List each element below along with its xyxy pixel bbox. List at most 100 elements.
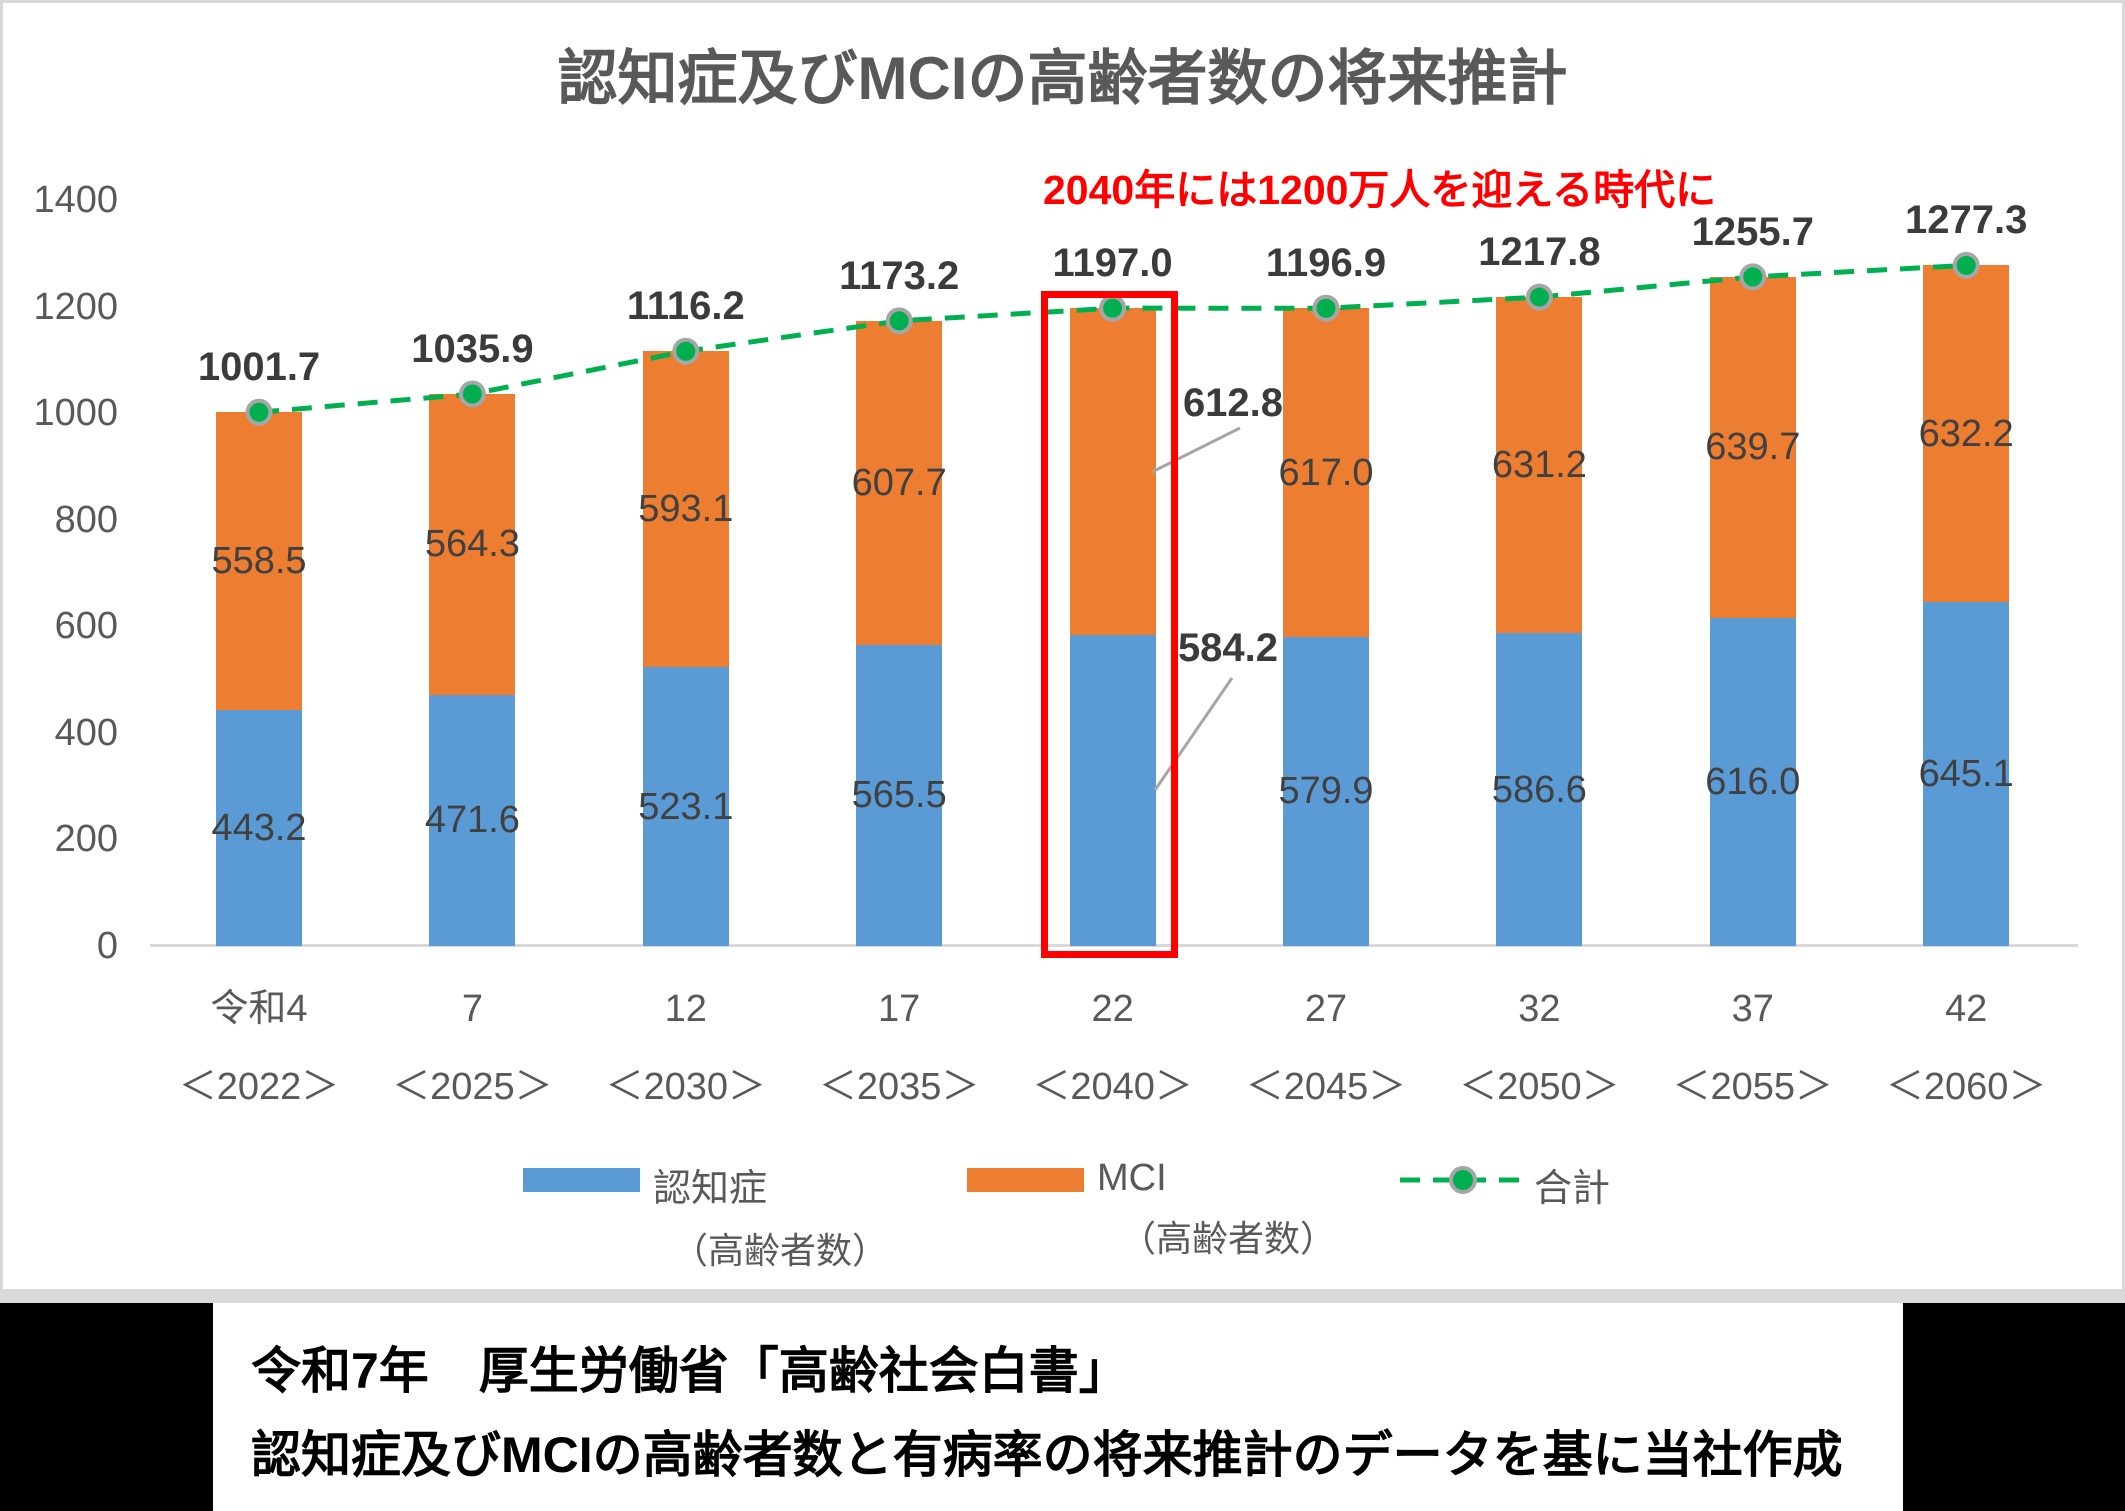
total-value-label: 1001.7: [197, 345, 321, 390]
bar-value-label-dementia: 471.6: [424, 799, 520, 842]
footer-source-line: 令和7年 厚生労働省「高齢社会白書」: [251, 1343, 1129, 1399]
callout-value-label: 612.8: [1182, 381, 1284, 425]
y-axis-tick-label: 1000: [33, 392, 118, 435]
total-value-label: 1277.3: [1905, 198, 2028, 243]
x-axis-era-label: 37: [1731, 988, 1774, 1030]
y-axis-tick-label: 0: [96, 925, 118, 967]
total-marker: [672, 337, 700, 365]
bar-value-label-dementia: 616.0: [1705, 760, 1801, 803]
callout-leader-line: [1151, 426, 1241, 474]
bar-value-label-dementia: 645.1: [1918, 753, 2014, 796]
total-value-label: 1217.8: [1478, 230, 1601, 275]
legend-label-dementia: 認知症: [653, 1168, 768, 1210]
total-marker: [885, 307, 913, 335]
total-value-label: 1116.2: [626, 284, 745, 329]
chart-annotation: 2040年には1200万人を迎える時代に: [1043, 167, 1717, 213]
x-axis-era-label: 42: [1945, 988, 1988, 1030]
bar-segment-dementia: [1709, 617, 1796, 946]
total-value-label: 1197.0: [1052, 241, 1173, 286]
x-axis-era-label: 7: [461, 988, 483, 1030]
legend-label-total: 合計: [1534, 1168, 1611, 1210]
bar-segment-dementia: [216, 709, 302, 946]
bar-segment-dementia: [856, 644, 943, 946]
total-value-label: 1035.9: [411, 327, 534, 371]
total-marker: [245, 398, 273, 426]
x-axis-year-label: ＜2050＞: [1459, 1066, 1620, 1108]
bar-segment-dementia: [1283, 636, 1369, 946]
total-marker: [1952, 251, 1980, 279]
bar-segment-mci: [216, 412, 302, 710]
bar-value-label-mci: 631.2: [1491, 444, 1587, 487]
callout-leader-line: [1153, 677, 1234, 791]
y-axis-tick-label: 400: [54, 711, 118, 754]
footer-text-box: 令和7年 厚生労働省「高齢社会白書」 認知症及びMCIの高齢者数と有病率の将来推…: [213, 1303, 1903, 1511]
footer-band: 令和7年 厚生労働省「高齢社会白書」 認知症及びMCIの高齢者数と有病率の将来推…: [0, 1303, 2125, 1511]
legend-sublabel-mci: （高齢者数）: [1120, 1218, 1337, 1259]
bar-segment-dementia: [1923, 602, 2010, 946]
bar-value-label-mci: 564.3: [424, 523, 520, 566]
bar-segment-mci: [429, 394, 516, 695]
x-axis-era-label: 17: [878, 988, 921, 1030]
bar-segment-dementia: [1069, 634, 1156, 946]
bar-segment-dementia: [1496, 633, 1583, 946]
x-axis-era-label: 22: [1091, 988, 1134, 1030]
y-axis-tick-label: 800: [54, 498, 118, 541]
bar-segment-mci: [1069, 308, 1156, 635]
bar-segment-mci: [1283, 308, 1369, 637]
bar-segment-mci: [642, 351, 729, 668]
y-axis-tick-label: 1200: [33, 285, 118, 328]
total-value-label: 1173.2: [839, 253, 960, 298]
x-axis-year-label: ＜2025＞: [392, 1066, 553, 1108]
x-axis-era-label: 12: [664, 988, 707, 1030]
x-axis-year-label: ＜2022＞: [178, 1066, 340, 1108]
bar-value-label-mci: 632.2: [1918, 412, 2014, 455]
total-value-label: 1255.7: [1691, 209, 1814, 254]
callout-value-label: 584.2: [1177, 626, 1279, 670]
bar-value-label-mci: 593.1: [638, 488, 734, 531]
total-value-label: 1196.9: [1265, 241, 1387, 286]
x-axis-year-label: ＜2030＞: [605, 1066, 767, 1108]
highlight-box-2040: [1041, 291, 1178, 958]
y-axis-tick-label: 1400: [33, 179, 118, 221]
x-axis-year-label: ＜2060＞: [1885, 1066, 2047, 1108]
x-axis-year-label: ＜2040＞: [1032, 1066, 1193, 1108]
bar-value-label-dementia: 443.2: [211, 806, 307, 849]
bar-value-label-mci: 558.5: [211, 540, 307, 583]
total-marker: [1312, 294, 1340, 322]
legend-swatch-dementia: [523, 1168, 640, 1192]
bar-value-label-mci: 607.7: [851, 461, 947, 504]
y-axis-tick-label: 200: [54, 818, 118, 861]
y-axis-tick-label: 600: [54, 605, 118, 648]
legend-sublabel-dementia: （高齢者数）: [672, 1230, 889, 1271]
total-marker: [458, 380, 486, 408]
x-axis-year-label: ＜2045＞: [1245, 1066, 1407, 1108]
legend-total-line-marker: [1400, 1166, 1526, 1194]
bar-value-label-dementia: 565.5: [851, 774, 947, 817]
chart-title: 認知症及びMCIの高齢者数の将来推計: [557, 45, 1568, 112]
bar-value-label-mci: 639.7: [1705, 426, 1801, 469]
x-axis-year-label: ＜2055＞: [1672, 1066, 1834, 1108]
bar-segment-mci: [856, 320, 943, 645]
footer-divider: [0, 1292, 2125, 1303]
x-axis-year-label: ＜2035＞: [818, 1066, 980, 1108]
bar-value-label-dementia: 579.9: [1278, 770, 1374, 813]
footer-black-block-right: [1903, 1303, 2125, 1511]
x-axis-era-label: 令和4: [210, 988, 308, 1030]
footer-black-block-left: [0, 1303, 213, 1511]
bar-segment-mci: [1923, 265, 2010, 603]
bar-value-label-dementia: 523.1: [638, 785, 734, 828]
total-marker: [1739, 263, 1767, 291]
bar-segment-mci: [1496, 297, 1583, 634]
bar-segment-dementia: [429, 694, 516, 946]
bar-segment-mci: [1709, 276, 1796, 618]
bar-segment-dementia: [642, 667, 729, 946]
bar-value-label-dementia: 586.6: [1491, 768, 1587, 811]
legend-label-mci: MCI: [1097, 1157, 1167, 1199]
legend-swatch-mci: [967, 1168, 1084, 1192]
total-marker: [1525, 283, 1553, 311]
x-axis-era-label: 27: [1304, 988, 1348, 1030]
bar-value-label-mci: 617.0: [1278, 451, 1374, 494]
x-axis-era-label: 32: [1518, 988, 1561, 1030]
